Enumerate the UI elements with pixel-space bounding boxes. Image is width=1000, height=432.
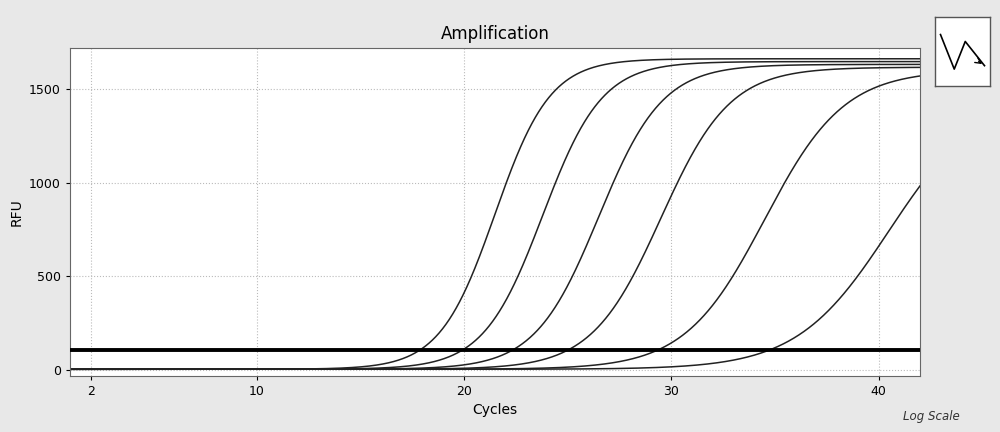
Title: Amplification: Amplification [441, 25, 549, 43]
Text: Log Scale: Log Scale [903, 410, 960, 423]
X-axis label: Cycles: Cycles [472, 403, 518, 417]
Y-axis label: RFU: RFU [10, 198, 24, 226]
